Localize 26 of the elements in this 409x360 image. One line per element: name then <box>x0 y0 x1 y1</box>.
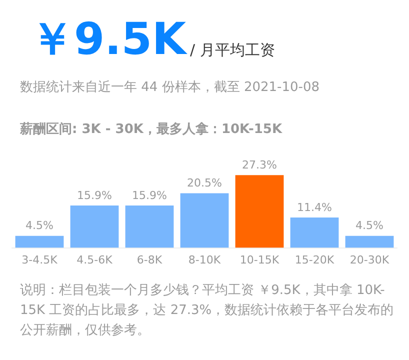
data-label: 4.5% <box>356 219 384 232</box>
text: 薪酬区间: 3K - 30K，最多人拿：10K-15K <box>19 121 284 138</box>
chart-subtitle: / 月平均工资 <box>190 41 275 60</box>
x-tick-label: 15-20K <box>294 253 335 266</box>
x-tick-label: 6-8K <box>136 253 163 266</box>
data-label: 15.9% <box>132 188 167 202</box>
data-label: 20.5% <box>187 176 222 190</box>
x-tick-label: 4.5-6K <box>76 253 114 266</box>
bar <box>345 236 394 248</box>
text: 数据统计来自近一年 44 份样本，截至 2021-10-08 <box>19 79 320 96</box>
data-label: 11.4% <box>297 200 332 214</box>
x-tick-label: 20-30K <box>350 253 390 266</box>
bar <box>180 193 229 248</box>
x-tick-label: 3-4.5K <box>22 253 58 266</box>
bar <box>125 206 174 248</box>
data-label: 4.5% <box>26 219 54 232</box>
x-tick-label: 10-15K <box>240 253 280 266</box>
text: 说明：栏目包装一个月多少钱？平均工资 ￥9.5K，其中拿 10K-15K 工资的占比最多，达 27.3%，数据统计依赖于各平台发布的公开薪酬，仅供参考。 <box>19 282 395 340</box>
x-tick-label: 8-10K <box>188 253 222 266</box>
chart-title: ￥9.5K <box>30 14 186 65</box>
data-label: 27.3% <box>242 158 277 172</box>
bar <box>290 217 339 248</box>
bar <box>235 175 284 248</box>
bar <box>70 206 119 248</box>
bar <box>15 236 64 248</box>
data-label: 15.9% <box>77 188 112 202</box>
